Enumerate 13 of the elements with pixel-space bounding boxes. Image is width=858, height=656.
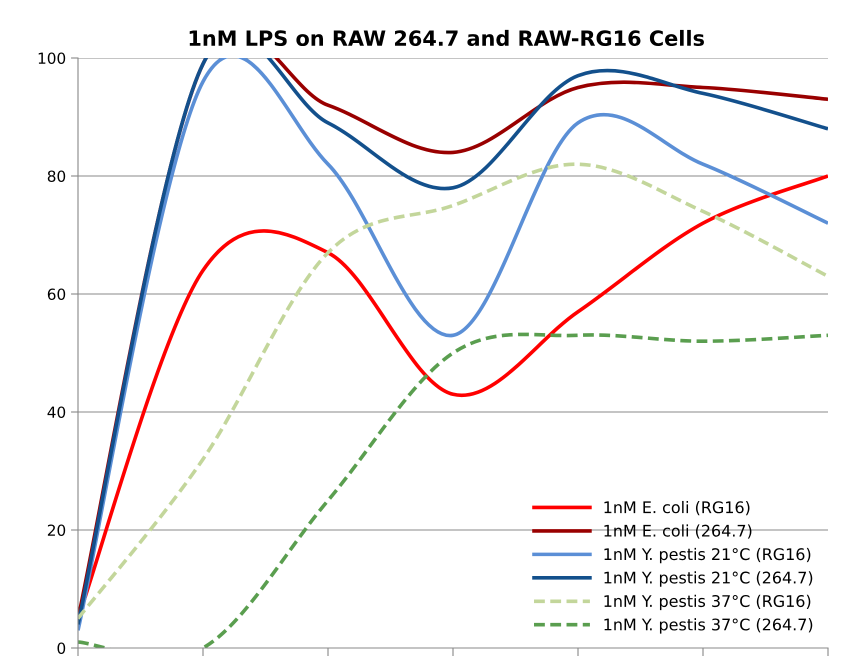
y-tick-label: 80 xyxy=(48,170,66,182)
legend-label: 1nM Y. pestis 21°C (RG16) xyxy=(604,548,810,564)
legend-label: 1nM Y. pestis 37°C (264.7) xyxy=(604,618,812,634)
y-tick-label: 60 xyxy=(48,288,66,300)
legend-label: 1nM E. coli (RG16) xyxy=(604,500,750,516)
y-tick-label: 40 xyxy=(48,406,66,418)
y-tick-label: 100 xyxy=(38,52,66,64)
legend-label: 1nM Y. pestis 21°C (264.7) xyxy=(604,571,812,587)
y-tick-label: 0 xyxy=(57,642,66,654)
legend-label: 1nM E. coli (264.7) xyxy=(604,524,752,539)
legend-label: 1nM Y. pestis 37°C (RG16) xyxy=(604,594,810,610)
chart-title: 1nM LPS on RAW 264.7 and RAW-RG16 Cells xyxy=(190,30,704,46)
y-tick-label: 20 xyxy=(48,524,66,536)
